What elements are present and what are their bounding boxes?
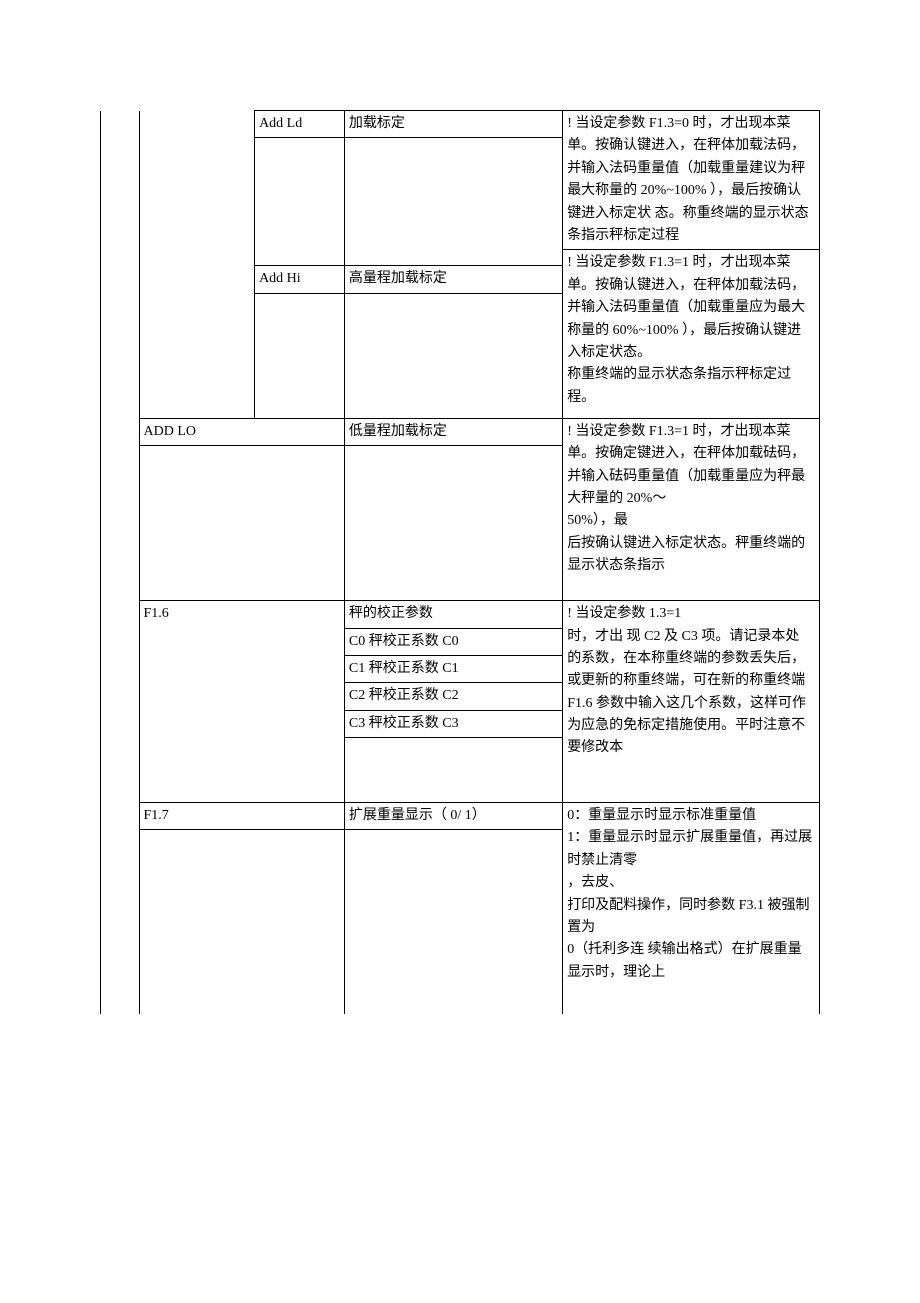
cell-blank: [139, 830, 344, 1015]
cell-blank: [139, 446, 344, 601]
cell-blank: [344, 293, 562, 418]
cell-title: 秤的校正参数: [344, 601, 562, 628]
cell-param-code: F1.7: [139, 803, 344, 830]
cell-blank: [101, 266, 140, 293]
cell-blank: [344, 830, 562, 1015]
cell-title: 加载标定: [344, 111, 562, 138]
cell-blank: [101, 830, 140, 1015]
cell-title: 高量程加载标定: [344, 266, 562, 293]
cell-group-blank: [101, 111, 140, 250]
cell-blank: [101, 655, 140, 682]
cell-blank: [101, 738, 140, 803]
cell-coef: C3 秤校正系数 C3: [344, 710, 562, 737]
cell-description: ! 当设定参数 F1.3=0 时，才出现本菜单。按确认键进入，在秤体加载法码，并…: [563, 111, 820, 250]
cell-title: 低量程加载标定: [344, 418, 562, 445]
cell-coef: C2 秤校正系数 C2: [344, 683, 562, 710]
cell-blank: [101, 683, 140, 710]
cell-blank: [101, 601, 140, 628]
cell-description: ! 当设定参数 1.3=1时，才出 现 C2 及 C3 项。请记录本处的系数，在…: [563, 601, 820, 803]
table-row: Add Ld 加载标定 ! 当设定参数 F1.3=0 时，才出现本菜单。按确认键…: [101, 111, 820, 138]
cell-blank: [101, 418, 140, 445]
cell-blank: [101, 293, 140, 418]
cell-subcode: Add Ld: [255, 111, 345, 138]
cell-subcode: Add Hi: [255, 266, 345, 293]
cell-title: 扩展重量显示（ 0/ 1）: [344, 803, 562, 830]
parameter-table: Add Ld 加载标定 ! 当设定参数 F1.3=0 时，才出现本菜单。按确认键…: [100, 110, 820, 1014]
cell-description: 0：重量显示时显示标准重量值1：重量显示时显示扩展重量值，再过展时禁止清零，去皮…: [563, 803, 820, 1015]
cell-coef: C1 秤校正系数 C1: [344, 655, 562, 682]
cell-description: ! 当设定参数 F1.3=1 时，才出现本菜单。按确定键进入，在秤体加载砝码，并…: [563, 418, 820, 600]
table-row: ADD LO 低量程加载标定 ! 当设定参数 F1.3=1 时，才出现本菜单。按…: [101, 418, 820, 445]
cell-blank: [139, 138, 255, 250]
cell-blank: [344, 138, 562, 266]
cell-coef: C0 秤校正系数 C0: [344, 628, 562, 655]
table-row: F1.7 扩展重量显示（ 0/ 1） 0：重量显示时显示标准重量值1：重量显示时…: [101, 803, 820, 830]
cell-blank: [101, 803, 140, 830]
cell-param-code: [139, 111, 255, 138]
cell-blank: [101, 250, 140, 262]
cell-blank: [139, 250, 255, 262]
document-page: Add Ld 加载标定 ! 当设定参数 F1.3=0 时，才出现本菜单。按确认键…: [0, 0, 920, 1303]
cell-blank: [139, 293, 255, 418]
cell-blank: [344, 738, 562, 803]
cell-param-code: F1.6: [139, 601, 344, 803]
cell-description: ! 当设定参数 F1.3=1 时，才出现本菜单。按确认键进入，在秤体加载法码，并…: [563, 250, 820, 418]
cell-blank: [255, 293, 345, 418]
cell-blank: [255, 138, 345, 266]
cell-param-code: ADD LO: [139, 418, 344, 445]
cell-blank: [101, 710, 140, 737]
cell-blank: [344, 446, 562, 601]
table-row: F1.6 秤的校正参数 ! 当设定参数 1.3=1时，才出 现 C2 及 C3 …: [101, 601, 820, 628]
cell-blank: [101, 446, 140, 601]
cell-blank: [139, 266, 255, 293]
cell-blank: [101, 628, 140, 655]
